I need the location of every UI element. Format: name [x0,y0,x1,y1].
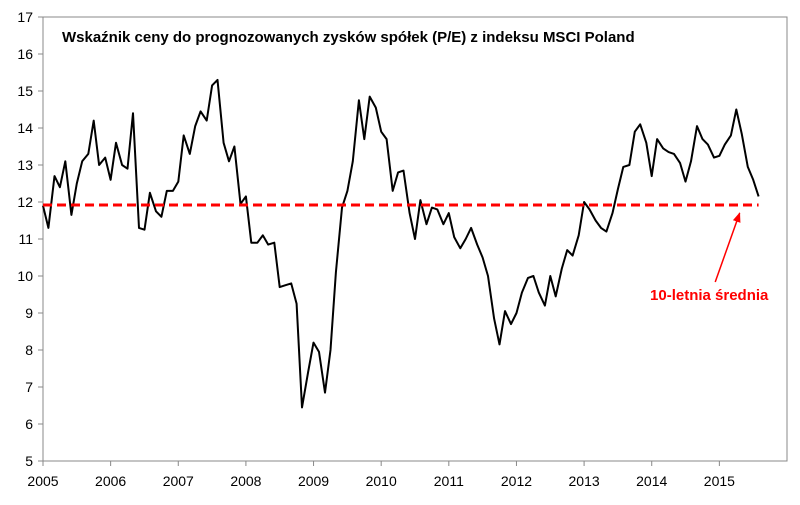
axes: 5 6 7 8 9 10 11 12 13 14 15 16 17 2005 2006 2007 2008 200… [17,9,788,489]
y-tick-label: 5 [25,453,33,469]
annotation-layer: 10-letnia średnia [650,212,769,304]
x-tick-label: 2005 [27,473,58,489]
y-tick-label: 7 [25,379,33,395]
y-tick-label: 11 [18,231,33,247]
average-annotation-label: 10-letnia średnia [650,287,769,304]
pe-ratio-line [42,78,760,409]
y-tick-label: 10 [17,268,33,284]
chart-title: Wskaźnik ceny do prognozowanych zysków s… [62,29,635,46]
x-tick-label: 2012 [501,473,532,489]
annotation-arrow [714,212,741,283]
y-tick-label: 14 [17,120,33,136]
y-tick-label: 9 [25,305,33,321]
x-tick-label: 2011 [434,473,464,489]
y-tick-label: 16 [17,46,33,62]
y-tick-label: 13 [17,157,33,173]
x-tick-label: 2013 [569,473,600,489]
y-tick-label: 17 [17,9,33,25]
x-tick-label: 2009 [298,473,329,489]
x-tick-label: 2015 [704,473,735,489]
y-tick-label: 8 [25,342,33,358]
y-tick-label: 15 [17,83,33,99]
x-tick-label: 2007 [163,473,194,489]
x-tick-label: 2008 [230,473,261,489]
x-tick-label: 2014 [636,473,667,489]
y-tick-label: 12 [17,194,33,210]
x-tick-label: 2006 [95,473,126,489]
series-layer [42,78,760,409]
y-tick-label: 6 [25,416,33,432]
x-tick-label: 2010 [366,473,397,489]
